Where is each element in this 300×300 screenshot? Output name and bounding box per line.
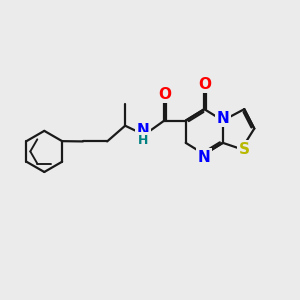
Text: N: N [136,123,149,138]
Text: N: N [217,111,229,126]
Text: O: O [158,87,171,102]
Text: O: O [198,77,211,92]
Text: N: N [198,150,211,165]
Text: S: S [239,142,250,157]
Text: H: H [138,134,148,147]
